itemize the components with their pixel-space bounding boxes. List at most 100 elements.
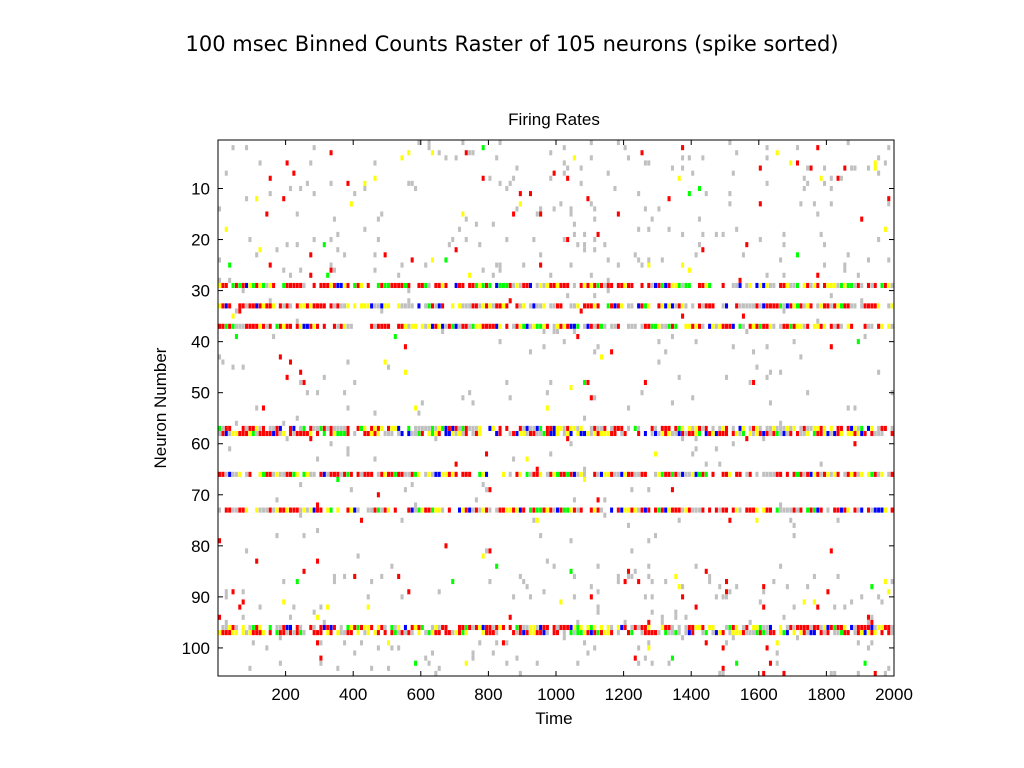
raster-cell xyxy=(610,630,614,636)
raster-cell xyxy=(359,303,363,309)
raster-cell xyxy=(278,303,282,309)
raster-cell xyxy=(326,282,330,289)
raster-cell xyxy=(708,624,712,631)
raster-cell xyxy=(626,573,631,579)
raster-cell xyxy=(336,430,340,437)
raster-cell xyxy=(877,507,881,513)
raster-cell xyxy=(231,471,235,477)
raster-cell xyxy=(603,471,607,477)
raster-cell xyxy=(701,624,705,631)
raster-cell xyxy=(576,471,580,477)
raster-cell xyxy=(829,548,833,554)
raster-cell xyxy=(640,262,644,268)
raster-cell xyxy=(850,425,854,431)
raster-cell xyxy=(626,282,631,289)
raster-cell xyxy=(397,471,401,477)
raster-cell xyxy=(261,471,265,477)
raster-cell xyxy=(288,430,293,437)
raster-cell xyxy=(241,323,245,329)
raster-cell xyxy=(664,630,668,636)
raster-cell xyxy=(691,170,695,176)
raster-cell xyxy=(420,425,424,431)
raster-cell xyxy=(261,323,265,329)
raster-cell xyxy=(714,231,718,237)
raster-cell xyxy=(522,323,526,329)
raster-cell xyxy=(583,476,587,483)
raster-cell xyxy=(704,461,708,467)
raster-cell xyxy=(576,507,580,513)
raster-cell xyxy=(376,236,380,243)
raster-cell xyxy=(839,425,843,431)
raster-cell xyxy=(873,282,877,289)
raster-cell xyxy=(316,430,320,437)
raster-cell xyxy=(518,323,522,329)
raster-cell xyxy=(779,425,783,431)
raster-cell xyxy=(890,282,894,289)
raster-cell xyxy=(339,471,343,477)
raster-cell xyxy=(478,640,482,646)
raster-cell xyxy=(430,323,434,329)
raster-cell xyxy=(268,425,272,431)
raster-cell xyxy=(789,323,793,329)
raster-cell xyxy=(491,221,495,227)
raster-cell xyxy=(268,624,272,631)
raster-cell xyxy=(319,507,323,513)
raster-cell xyxy=(522,579,526,585)
raster-cell xyxy=(387,507,391,513)
raster-cell xyxy=(241,589,245,595)
raster-cell xyxy=(616,573,620,579)
raster-cell xyxy=(718,584,722,590)
raster-cell xyxy=(569,211,573,217)
raster-cell xyxy=(535,517,539,523)
raster-cell xyxy=(866,282,870,289)
raster-cell xyxy=(664,303,668,309)
raster-cell xyxy=(258,430,262,437)
raster-cell xyxy=(275,630,279,636)
raster-cell xyxy=(464,660,468,666)
raster-cell xyxy=(265,507,269,513)
raster-cell xyxy=(562,236,566,243)
raster-cell xyxy=(812,573,816,579)
raster-cell xyxy=(799,354,803,360)
raster-cell xyxy=(694,425,698,431)
raster-cell xyxy=(816,471,820,477)
raster-cell xyxy=(231,589,235,595)
raster-cell xyxy=(583,630,587,636)
raster-cell xyxy=(569,206,573,212)
raster-cell xyxy=(434,630,438,636)
raster-cell xyxy=(887,589,891,595)
raster-cell xyxy=(870,619,874,625)
raster-cell xyxy=(812,599,816,605)
raster-cell xyxy=(887,196,891,202)
raster-cell xyxy=(410,257,414,263)
raster-cell xyxy=(414,507,418,513)
raster-cell xyxy=(654,533,658,539)
raster-cell xyxy=(647,160,651,166)
raster-cell xyxy=(623,282,627,289)
raster-cell xyxy=(380,282,384,289)
raster-cell xyxy=(566,425,570,431)
raster-cell xyxy=(667,282,671,289)
y-tick-label: 20 xyxy=(191,231,210,250)
raster-cell xyxy=(288,425,293,431)
raster-cell xyxy=(792,425,796,431)
raster-cell xyxy=(437,430,441,437)
raster-cell xyxy=(569,507,573,513)
raster-cell xyxy=(299,369,303,375)
raster-cell xyxy=(299,507,303,513)
raster-cell xyxy=(735,282,739,289)
raster-cell xyxy=(397,282,401,289)
raster-cell xyxy=(795,323,800,329)
y-tick-label: 60 xyxy=(191,435,210,454)
raster-cell xyxy=(853,507,857,513)
raster-cell xyxy=(373,267,377,273)
raster-cell xyxy=(839,323,843,329)
raster-cell xyxy=(437,630,441,636)
raster-cell xyxy=(241,614,245,620)
raster-cell xyxy=(434,282,438,289)
raster-cell xyxy=(441,624,445,631)
raster-cell xyxy=(376,282,380,289)
raster-cell xyxy=(721,425,725,431)
raster-cell xyxy=(654,451,658,457)
raster-cell xyxy=(873,624,877,631)
